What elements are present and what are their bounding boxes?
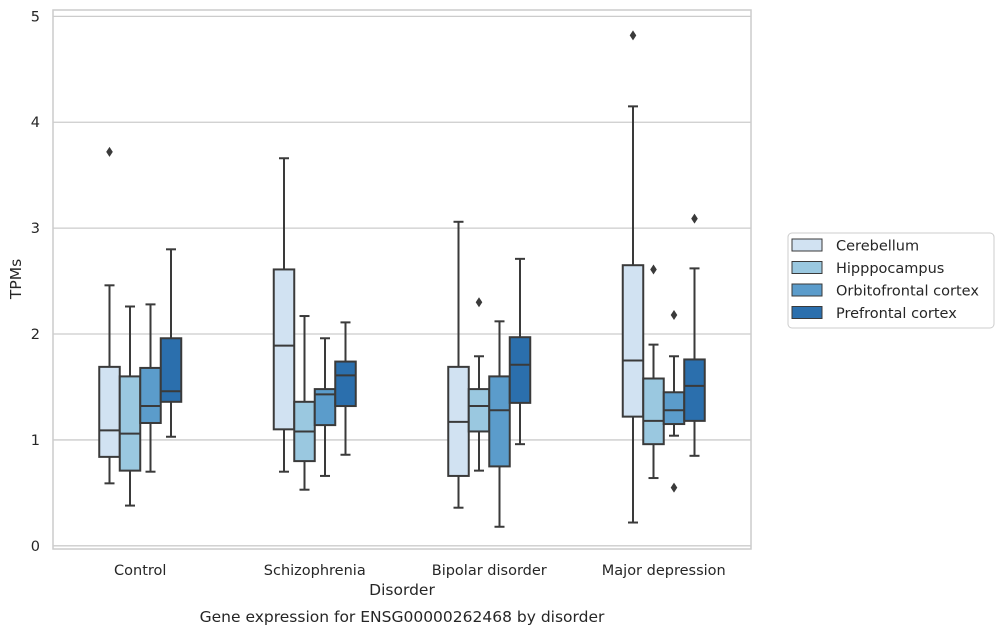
legend-swatch [791,261,823,274]
legend: Cerebellum Hipppocampus Orbitofrontal cort… [787,232,995,329]
box-group [488,320,511,528]
x-tick-label: Major depression [602,563,726,579]
x-tick-label: Control [114,563,166,579]
box-group [662,309,686,493]
outlier-point [670,482,678,493]
box-group [159,248,183,438]
y-tick-labels: 0 1 2 3 4 5 [31,9,40,554]
box-layer [98,30,706,528]
y-tick-label: 0 [31,539,40,555]
box-group [642,264,665,480]
box-group [98,146,121,485]
outlier-point [650,264,657,275]
outlier-point [475,297,483,308]
box-group [118,305,142,507]
box-group [272,157,296,473]
box [272,268,296,431]
y-tick-label: 1 [31,433,40,449]
outlier-point [629,30,637,41]
legend-label: Orbitofrontal cortex [836,284,979,300]
box-group [621,30,645,524]
y-tick-label: 4 [31,115,40,131]
y-tick-label: 5 [31,9,40,25]
x-tick-label: Bipolar disorder [432,563,547,579]
box [159,337,183,403]
box-group [447,220,470,509]
box-group [334,321,357,456]
box [621,264,645,418]
y-axis-label: TPMs [7,259,25,300]
outlier-point [691,213,698,224]
legend-swatch [791,238,823,252]
box-group [508,257,532,446]
y-tick-label: 2 [31,327,40,343]
box [313,388,337,427]
y-tick-label: 3 [31,221,40,237]
box-group [467,297,491,472]
box [508,336,532,404]
box-group [313,337,337,477]
legend-label: Hipppocampus [836,261,944,277]
legend-label: Cerebellum [836,239,919,255]
box [467,388,491,433]
box [98,365,121,458]
outlier-point [106,146,113,157]
box [488,375,511,468]
box [118,375,142,472]
box [683,358,706,422]
outlier-point [670,309,678,320]
legend-frame [787,232,995,329]
box [139,366,162,424]
box-group [683,213,706,457]
legend-swatch [791,283,823,297]
plot-frame [52,9,752,550]
box [334,360,357,408]
box [642,377,665,446]
box-group [139,303,162,473]
grid-lines [53,15,751,547]
x-axis-label: Disorder [369,581,435,599]
x-tick-labels: Control Schizophrenia Bipolar disorder Majo… [114,563,726,579]
box-group [293,315,316,491]
x-tick-label: Schizophrenia [264,563,366,579]
chart-caption: Gene expression for ENSG00000262468 by d… [200,608,605,626]
box [662,391,686,426]
legend-swatch [791,306,823,319]
legend-label: Prefrontal cortex [836,306,957,322]
